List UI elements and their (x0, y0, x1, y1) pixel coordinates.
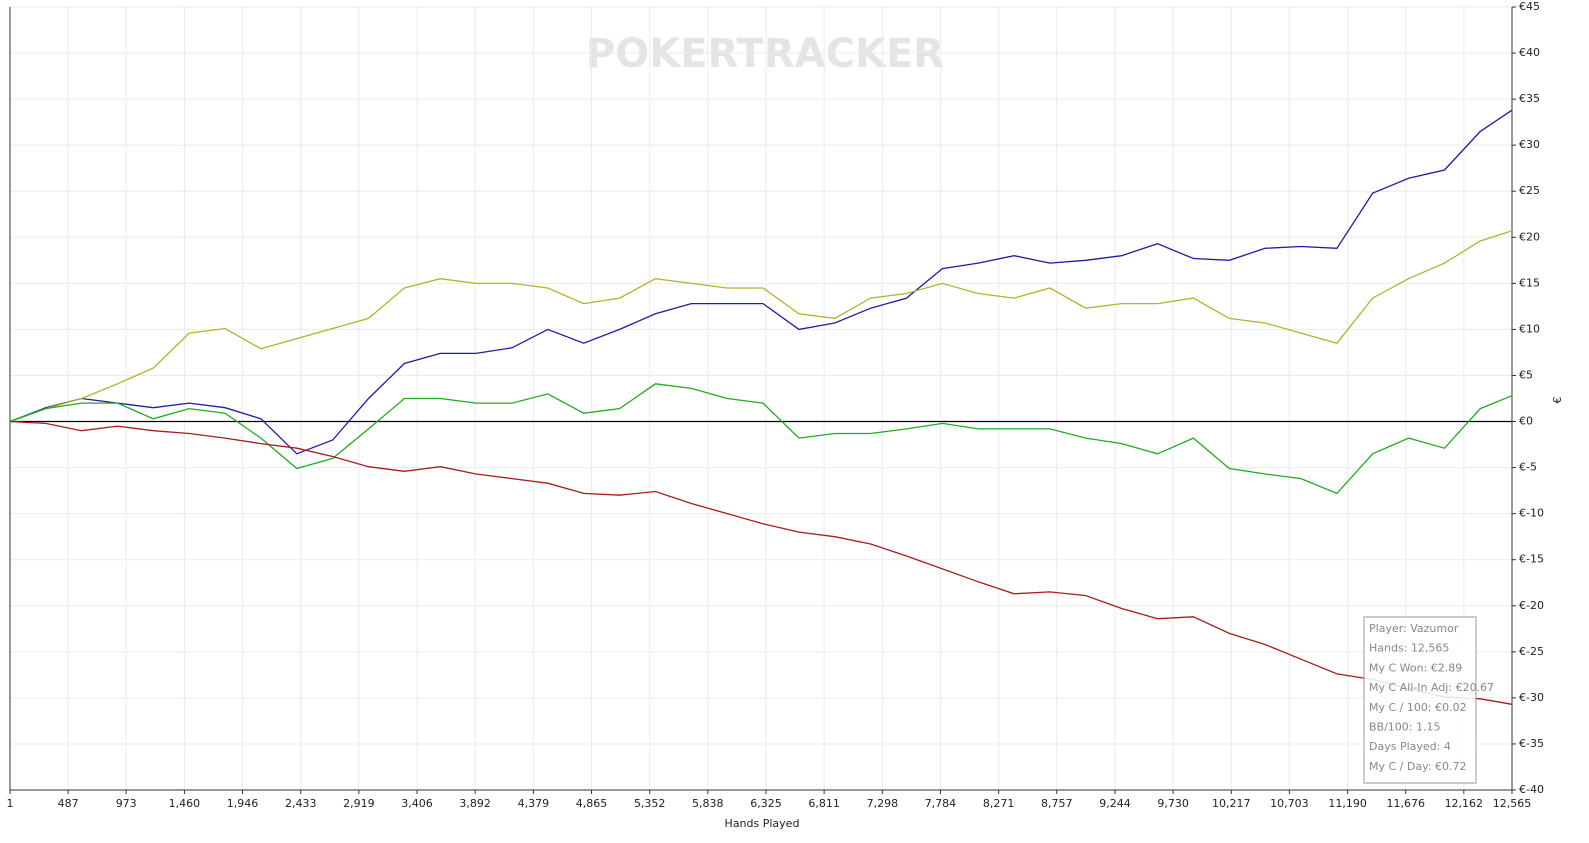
x-axis-label: Hands Played (725, 817, 800, 830)
info-line: Days Played: 4 (1369, 740, 1451, 753)
x-tick-label: 11,190 (1328, 797, 1367, 810)
x-tick-label: 2,433 (285, 797, 317, 810)
y-tick-label: €-25 (1519, 645, 1544, 658)
y-tick-label: €25 (1519, 184, 1540, 197)
grid (9, 6, 1513, 791)
x-tick-label: 3,892 (459, 797, 491, 810)
series-line (9, 230, 1513, 423)
x-tick-label: 973 (116, 797, 137, 810)
series-line (9, 420, 1513, 705)
y-tick-label: €35 (1519, 92, 1540, 105)
x-tick-label: 6,325 (750, 797, 782, 810)
x-tick-label: 10,703 (1270, 797, 1309, 810)
x-tick-label: 5,352 (634, 797, 666, 810)
x-tick-label: 5,838 (692, 797, 724, 810)
info-line: My C / 100: €0.02 (1369, 701, 1467, 714)
y-tick-label: €0 (1519, 415, 1533, 428)
y-tick-label: €-10 (1519, 507, 1544, 520)
x-tick-label: 1 (7, 797, 14, 810)
y-tick-label: €20 (1519, 230, 1540, 243)
x-tick-label: 8,271 (983, 797, 1015, 810)
x-tick-label: 487 (58, 797, 79, 810)
y-tick-label: €10 (1519, 322, 1540, 335)
y-tick-label: €15 (1519, 276, 1540, 289)
info-line: My C / Day: €0.72 (1369, 760, 1467, 773)
info-line: Player: Vazumor (1369, 622, 1459, 635)
x-tick-label: 2,919 (343, 797, 375, 810)
y-tick-label: €-30 (1519, 691, 1544, 704)
x-tick-label: 11,676 (1386, 797, 1425, 810)
x-tick-label: 7,784 (925, 797, 957, 810)
y-tick-label: €5 (1519, 368, 1533, 381)
x-tick-label: 8,757 (1041, 797, 1073, 810)
x-tick-label: 12,162 (1445, 797, 1484, 810)
y-tick-label: €-40 (1519, 783, 1544, 796)
y-tick-label: €-15 (1519, 553, 1544, 566)
x-tick-label: 1,460 (169, 797, 201, 810)
x-tick-label: 9,244 (1099, 797, 1131, 810)
info-box (1363, 616, 1477, 784)
series-line (9, 109, 1513, 455)
x-tick-label: 4,865 (576, 797, 608, 810)
info-line: Hands: 12,565 (1369, 642, 1449, 655)
y-axis-label: € (1551, 397, 1564, 404)
series-line (9, 383, 1513, 495)
x-tick-label: 4,379 (518, 797, 550, 810)
info-line: BB/100: 1.15 (1369, 721, 1441, 734)
watermark: POKERTRACKER (586, 31, 944, 77)
x-tick-label: 7,298 (867, 797, 899, 810)
x-tick-label: 1,946 (227, 797, 259, 810)
x-tick-label: 6,811 (808, 797, 840, 810)
x-tick-label: 12,565 (1493, 797, 1532, 810)
info-line: My C Won: €2.89 (1369, 661, 1462, 674)
x-tick-label: 3,406 (401, 797, 433, 810)
x-tick-label: 10,217 (1212, 797, 1251, 810)
y-tick-label: €-35 (1519, 737, 1544, 750)
y-tick-label: €-5 (1519, 461, 1537, 474)
info-line: My C All-In Adj: €20.67 (1369, 681, 1494, 694)
x-tick-label: 9,730 (1157, 797, 1189, 810)
y-tick-label: €40 (1519, 46, 1540, 59)
y-tick-label: €45 (1519, 0, 1540, 13)
y-tick-label: €30 (1519, 138, 1540, 151)
y-tick-label: €-20 (1519, 599, 1544, 612)
